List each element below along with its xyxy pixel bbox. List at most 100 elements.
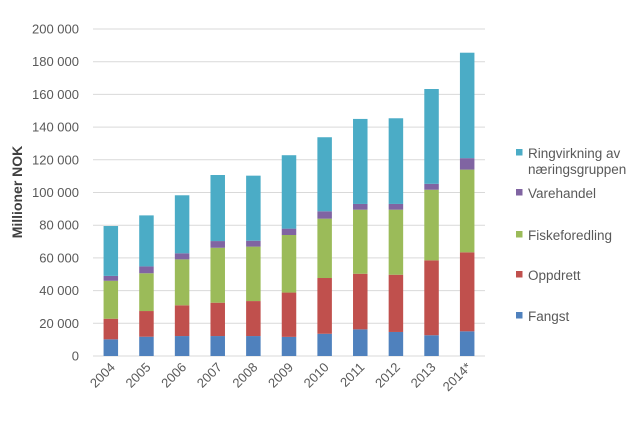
bar-segment-fangst <box>103 339 119 356</box>
bar-segment-ringvirkning <box>174 195 190 254</box>
legend-label: Fiskeforedling <box>528 228 612 243</box>
legend-item: Oppdrett <box>516 268 581 283</box>
bar-segment-fangst <box>246 336 261 356</box>
bar-segment-fangst <box>317 333 332 356</box>
legend-item: Varehandel <box>516 186 596 201</box>
bar-segment-varehandel <box>210 241 225 248</box>
bar-segment-varehandel <box>139 266 154 274</box>
bar-segment-ringvirkning <box>388 118 404 204</box>
bar-segment-ringvirkning <box>459 52 475 159</box>
x-tick-label: 2010 <box>301 360 332 391</box>
bar-segment-fiskeforedling <box>103 280 119 319</box>
y-tick-label: 60 000 <box>39 250 79 265</box>
bar-segment-varehandel <box>353 203 368 210</box>
bar-segment-ringvirkning <box>281 155 297 229</box>
bar-segment-varehandel <box>103 275 119 281</box>
bar-segment-oppdrett <box>139 311 154 337</box>
bar-segment-oppdrett <box>424 260 439 336</box>
bar-segment-fiskeforedling <box>353 209 368 274</box>
y-axis-ticks: 0 20 000 40 000 60 000 80 000 100 000 120 000 1… <box>32 22 79 364</box>
bar-segment-varehandel <box>281 228 297 236</box>
legend-swatch <box>516 312 523 319</box>
legend-label: Ringvirkning av <box>528 146 621 161</box>
legend-label: næringsgruppen <box>528 162 626 177</box>
bar-stack <box>246 175 261 356</box>
x-axis-ticks: 2004 2005 2006 2007 2008 2009 2010 2011 2012 2013… <box>87 360 474 395</box>
legend-swatch <box>516 189 523 196</box>
bar-segment-fangst <box>353 329 368 356</box>
x-tick-label: 2008 <box>229 360 260 391</box>
bar-segment-fangst <box>388 331 404 356</box>
bar-segment-oppdrett <box>281 292 297 337</box>
bar-segment-oppdrett <box>103 318 119 340</box>
y-tick-label: 100 000 <box>32 185 79 200</box>
bar-segment-fiskeforedling <box>281 235 297 293</box>
y-tick-label: 140 000 <box>32 120 79 135</box>
y-tick-label: 120 000 <box>32 152 79 167</box>
bar-segment-fangst <box>424 335 439 356</box>
bar-stack <box>388 118 404 356</box>
bar-segment-fiskeforedling <box>139 273 154 312</box>
bar-segment-varehandel <box>459 158 475 170</box>
x-tick-label: 2012 <box>372 360 403 391</box>
bar-stack <box>317 137 332 356</box>
bar-segment-fangst <box>459 331 475 356</box>
bar-segment-fangst <box>281 336 297 356</box>
bar-segment-ringvirkning <box>317 137 332 212</box>
bar-stack <box>281 155 297 356</box>
bar-stack <box>459 52 475 356</box>
bar-segment-fangst <box>174 336 190 356</box>
y-tick-label: 200 000 <box>32 22 79 37</box>
x-tick-label: 2013 <box>408 360 439 391</box>
y-axis-title: Millioner NOK <box>9 146 25 239</box>
bar-segment-oppdrett <box>353 273 368 330</box>
x-tick-label: 2005 <box>123 360 154 391</box>
bar-segment-fiskeforedling <box>210 247 225 303</box>
bar-segment-ringvirkning <box>353 118 368 204</box>
legend-label: Varehandel <box>528 186 596 201</box>
x-tick-label: 2004 <box>87 360 118 391</box>
y-tick-label: 0 <box>72 349 79 364</box>
x-tick-label: 2009 <box>265 360 296 391</box>
y-tick-label: 180 000 <box>32 54 79 69</box>
bar-segment-fiskeforedling <box>424 189 439 261</box>
bar-stack <box>210 175 225 356</box>
bar-segment-oppdrett <box>317 278 332 334</box>
bar-segment-ringvirkning <box>210 175 225 242</box>
bar-segment-fiskeforedling <box>317 218 332 279</box>
legend-swatch <box>516 149 523 156</box>
y-tick-label: 40 000 <box>39 283 79 298</box>
bar-segment-fangst <box>139 336 154 356</box>
bar-stack <box>174 195 190 356</box>
bar-segment-ringvirkning <box>424 89 439 184</box>
bar-segment-fiskeforedling <box>459 169 475 253</box>
x-tick-label: 2014* <box>440 360 475 395</box>
bar-segment-varehandel <box>174 253 190 260</box>
x-tick-label: 2006 <box>158 360 189 391</box>
y-tick-label: 20 000 <box>39 316 79 331</box>
x-tick-label: 2011 <box>337 360 367 390</box>
bar-stack <box>353 118 368 356</box>
bar-segment-oppdrett <box>246 301 261 337</box>
bars <box>103 52 475 356</box>
bar-segment-varehandel <box>246 240 261 247</box>
y-tick-label: 80 000 <box>39 218 79 233</box>
bar-segment-ringvirkning <box>139 215 154 267</box>
legend-swatch <box>516 271 523 278</box>
bar-segment-varehandel <box>388 203 404 210</box>
bar-segment-oppdrett <box>174 305 190 337</box>
bar-stack <box>103 226 119 356</box>
bar-segment-oppdrett <box>459 252 475 332</box>
bar-segment-fiskeforedling <box>246 246 261 302</box>
legend-swatch <box>516 231 523 238</box>
x-tick-label: 2007 <box>194 360 225 391</box>
legend-item: Fiskeforedling <box>516 228 612 243</box>
bar-segment-fiskeforedling <box>174 259 190 306</box>
bar-stack <box>139 215 154 356</box>
legend-label: Oppdrett <box>528 268 581 283</box>
bar-segment-oppdrett <box>210 302 225 337</box>
